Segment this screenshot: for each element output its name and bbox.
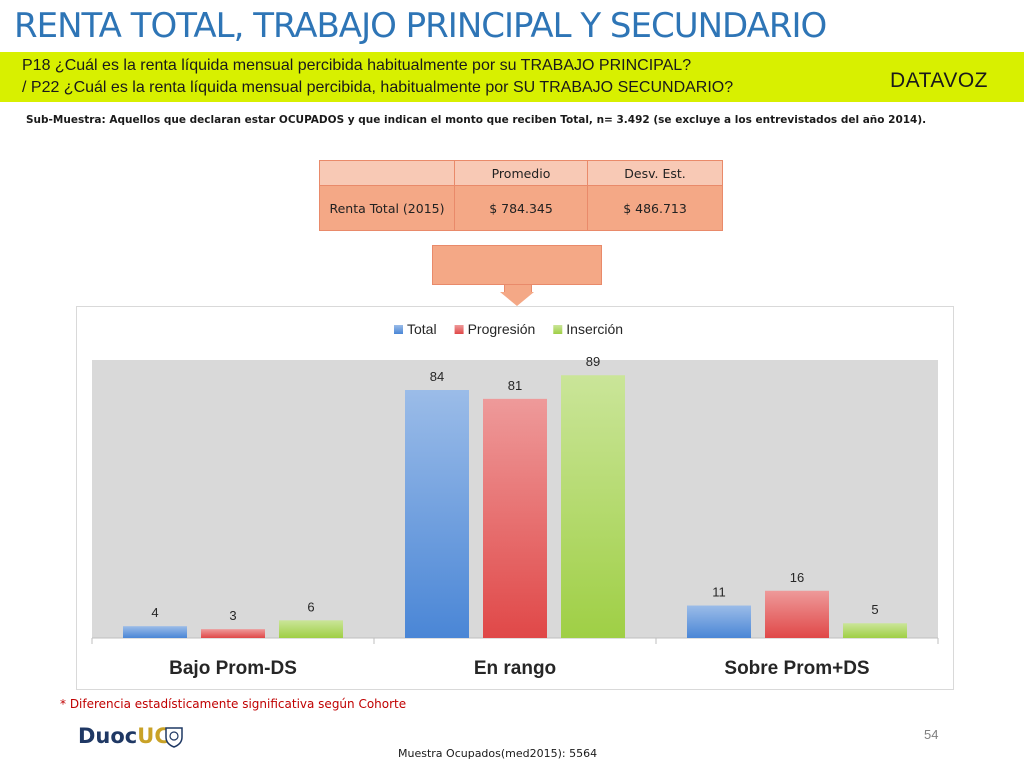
arrow-down-icon bbox=[500, 292, 534, 306]
arrow-callout-box bbox=[432, 245, 602, 285]
category-label: Bajo Prom-DS bbox=[169, 658, 297, 679]
data-label: 3 bbox=[229, 608, 236, 623]
bar-total-1 bbox=[405, 390, 469, 638]
arrow-stem bbox=[504, 285, 532, 293]
data-label: 6 bbox=[307, 599, 314, 614]
stats-table: Promedio Desv. Est. Renta Total (2015) $… bbox=[319, 160, 723, 231]
shield-icon bbox=[165, 727, 183, 748]
data-label: 89 bbox=[586, 354, 600, 369]
legend-swatch bbox=[553, 325, 563, 334]
duoc-logo-text: Duoc bbox=[78, 724, 138, 748]
chart-legend: Total Progresión Inserción bbox=[394, 321, 623, 337]
stats-data-row: Renta Total (2015) $ 784.345 $ 486.713 bbox=[319, 185, 723, 231]
question-2: / P22 ¿Cuál es la renta líquida mensual … bbox=[22, 79, 734, 96]
legend-label: Inserción bbox=[566, 321, 623, 337]
bar-total-0 bbox=[123, 626, 187, 638]
sample-size: Muestra Ocupados(med2015): 5564 bbox=[398, 747, 598, 760]
data-label: 11 bbox=[712, 585, 726, 600]
stats-header-promedio: Promedio bbox=[454, 160, 588, 186]
page-number: 54 bbox=[924, 727, 939, 742]
legend-swatch bbox=[394, 325, 403, 334]
bar-inserción-1 bbox=[561, 375, 625, 638]
chart-plot-area: 4 3 6 Bajo Prom-DS 84 81 89 En rango 11 16 5 Sobre … bbox=[91, 354, 939, 679]
subsample-note: Sub-Muestra: Aquellos que declaran estar… bbox=[26, 114, 927, 126]
uc-logo-text: UC bbox=[137, 724, 170, 748]
data-label: 84 bbox=[430, 369, 444, 384]
legend-swatch bbox=[454, 325, 464, 334]
stats-desv-value: $ 486.713 bbox=[587, 185, 723, 231]
data-label: 4 bbox=[151, 605, 158, 620]
stats-header-desv: Desv. Est. bbox=[587, 160, 723, 186]
legend-label: Progresión bbox=[468, 321, 536, 337]
data-label: 81 bbox=[508, 378, 522, 393]
data-label: 5 bbox=[871, 602, 878, 617]
stats-row-label: Renta Total (2015) bbox=[319, 185, 455, 231]
bar-progresión-1 bbox=[483, 398, 547, 638]
question-1: P18 ¿Cuál es la renta líquida mensual pe… bbox=[22, 57, 692, 74]
legend-label: Total bbox=[407, 321, 437, 337]
bar-progresión-0 bbox=[201, 629, 265, 638]
category-label: En rango bbox=[474, 658, 556, 679]
bar-chart: Total Progresión Inserción 4 3 6 Bajo Prom-DS… bbox=[91, 321, 939, 679]
datavoz-logo-text: DATAVOZ bbox=[890, 69, 988, 92]
stats-promedio-value: $ 784.345 bbox=[454, 185, 588, 231]
bar-total-2 bbox=[687, 605, 751, 638]
stats-header-empty bbox=[319, 160, 455, 186]
duoc-uc-logo: DuocUC bbox=[78, 724, 170, 748]
datavoz-logo: DATAVOZ bbox=[890, 69, 988, 92]
category-label: Sobre Prom+DS bbox=[724, 658, 869, 679]
slide-title: RENTA TOTAL, TRABAJO PRINCIPAL Y SECUNDA… bbox=[14, 6, 827, 46]
bar-inserción-0 bbox=[279, 620, 343, 638]
stats-header-row: Promedio Desv. Est. bbox=[319, 160, 723, 186]
significance-note: * Diferencia estadísticamente significat… bbox=[60, 697, 407, 711]
data-label: 16 bbox=[790, 570, 804, 585]
bar-progresión-2 bbox=[765, 590, 829, 638]
question-band bbox=[0, 52, 1024, 102]
bar-inserción-2 bbox=[843, 623, 907, 638]
